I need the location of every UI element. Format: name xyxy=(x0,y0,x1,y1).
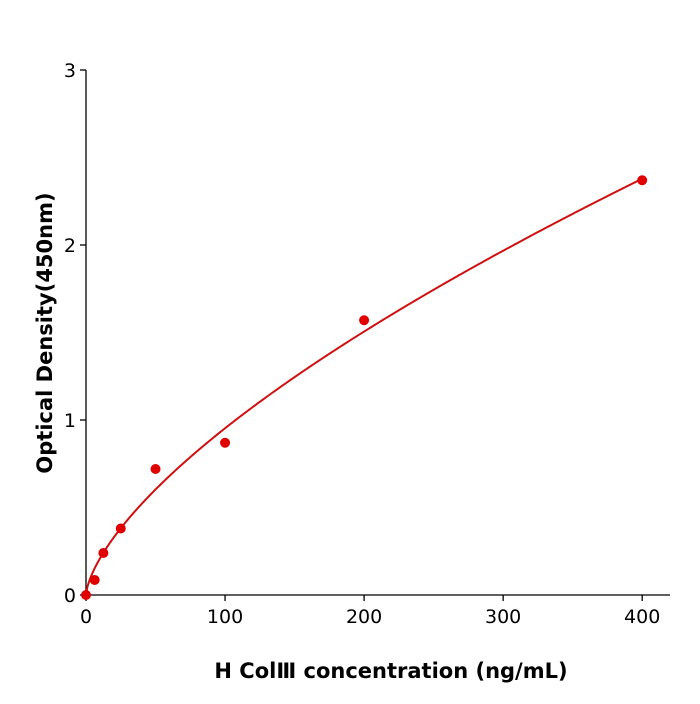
y-tick-label: 0 xyxy=(64,585,76,607)
x-tick-label: 300 xyxy=(485,606,521,628)
data-point xyxy=(115,523,126,534)
data-point xyxy=(359,315,370,326)
x-axis-label: H ColⅢ concentration (ng/mL) xyxy=(214,659,567,683)
y-tick-label: 3 xyxy=(64,60,76,82)
x-tick-label: 200 xyxy=(346,606,382,628)
data-point xyxy=(81,590,91,600)
data-point xyxy=(98,548,109,558)
data-point xyxy=(150,464,161,474)
y-axis-label: Optical Density(450nm) xyxy=(33,192,57,473)
data-point xyxy=(89,574,100,585)
x-tick-label: 0 xyxy=(80,606,92,628)
x-tick-label: 400 xyxy=(624,606,660,628)
axes: 0 100 200 300 400 0 1 2 3 xyxy=(64,60,670,628)
data-point xyxy=(220,437,231,448)
y-tick-label: 1 xyxy=(64,410,76,432)
data-points xyxy=(81,175,648,600)
x-tick-label: 100 xyxy=(207,606,243,628)
y-tick-label: 2 xyxy=(64,235,76,257)
fit-curve xyxy=(85,177,643,596)
data-point xyxy=(637,175,648,186)
